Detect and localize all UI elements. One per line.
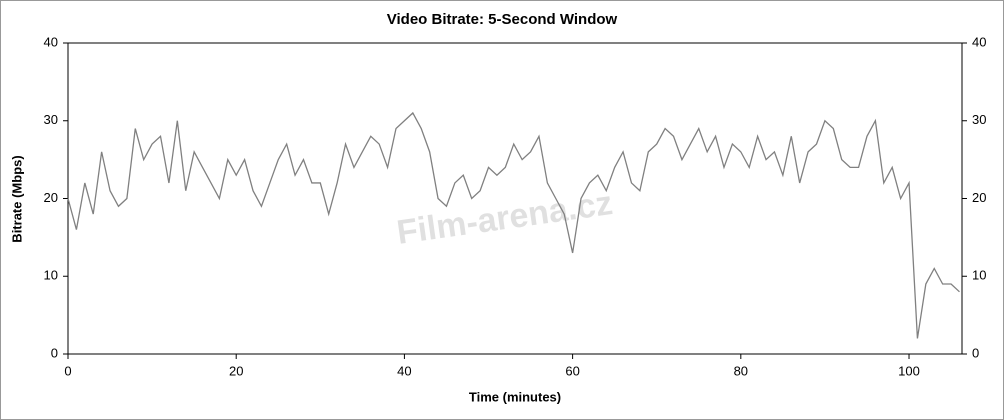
y2-tick-label: 0 bbox=[972, 345, 979, 360]
y-tick-label: 10 bbox=[44, 268, 58, 283]
y-tick-label: 40 bbox=[44, 34, 58, 49]
x-tick-label: 40 bbox=[397, 363, 411, 378]
x-axis-label: Time (minutes) bbox=[469, 389, 561, 404]
x-tick-label: 60 bbox=[565, 363, 579, 378]
y-axis-label: Bitrate (Mbps) bbox=[9, 155, 24, 242]
chart-title: Video Bitrate: 5-Second Window bbox=[387, 11, 618, 28]
x-tick-label: 0 bbox=[64, 363, 71, 378]
y-tick-label: 0 bbox=[51, 345, 58, 360]
data-line bbox=[67, 111, 960, 339]
y2-tick-label: 20 bbox=[972, 190, 986, 205]
y-tick-label: 20 bbox=[44, 190, 58, 205]
x-tick-label: 100 bbox=[898, 363, 920, 378]
y2-tick-label: 10 bbox=[972, 268, 986, 283]
x-tick-label: 20 bbox=[229, 363, 243, 378]
x-tick-label: 80 bbox=[734, 363, 748, 378]
y-tick-label: 30 bbox=[44, 112, 58, 127]
y2-tick-label: 40 bbox=[972, 34, 986, 49]
y2-tick-label: 30 bbox=[972, 112, 986, 127]
